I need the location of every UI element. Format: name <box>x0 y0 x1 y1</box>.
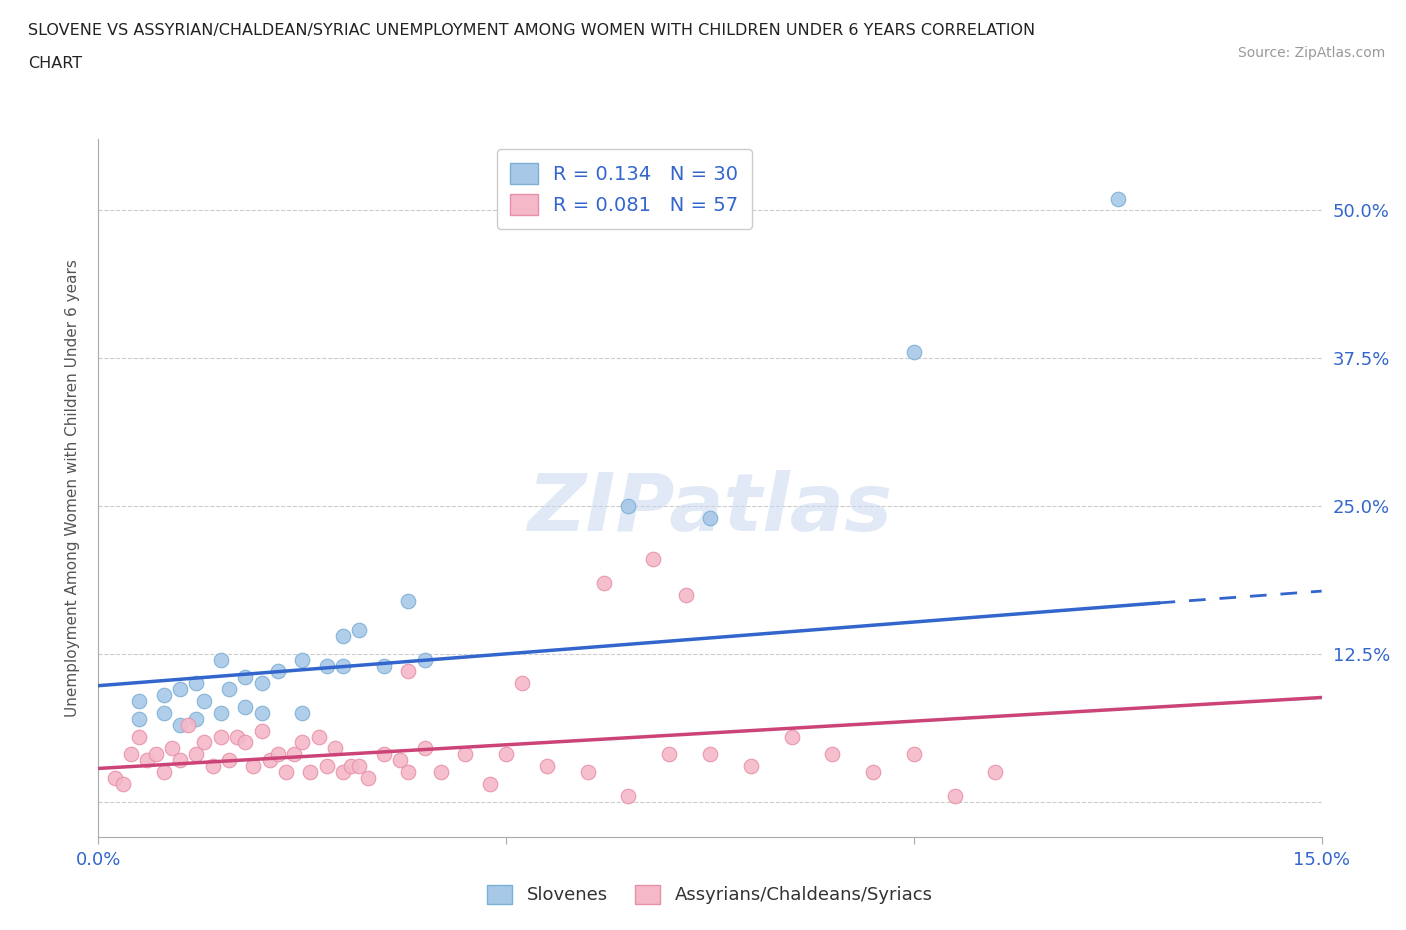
Point <box>536 759 558 774</box>
Point <box>250 706 273 721</box>
Point <box>332 658 354 673</box>
Point <box>576 764 599 779</box>
Point <box>267 664 290 679</box>
Point <box>340 759 363 774</box>
Point <box>186 676 208 691</box>
Point <box>169 682 191 697</box>
Y-axis label: Unemployment Among Women with Children Under 6 years: Unemployment Among Women with Children U… <box>65 259 80 717</box>
Point <box>943 789 966 804</box>
Point <box>349 623 371 638</box>
Point <box>169 717 191 732</box>
Point <box>430 764 453 779</box>
Point <box>373 747 395 762</box>
Point <box>128 694 150 709</box>
Point <box>152 706 174 721</box>
Point <box>250 676 273 691</box>
Point <box>512 676 534 691</box>
Point <box>984 764 1007 779</box>
Point <box>413 741 436 756</box>
Point <box>617 789 640 804</box>
Point <box>209 652 232 667</box>
Point <box>291 706 314 721</box>
Point <box>396 664 419 679</box>
Point <box>233 735 256 750</box>
Point <box>478 777 501 791</box>
Point <box>218 682 240 697</box>
Point <box>396 764 419 779</box>
Point <box>218 752 240 767</box>
Text: Source: ZipAtlas.com: Source: ZipAtlas.com <box>1237 46 1385 60</box>
Point <box>267 747 290 762</box>
Point <box>152 764 174 779</box>
Point <box>128 711 150 726</box>
Point <box>315 658 337 673</box>
Point <box>145 747 167 762</box>
Point <box>675 587 697 602</box>
Point <box>389 752 412 767</box>
Point <box>1107 192 1129 206</box>
Point <box>128 729 150 744</box>
Point <box>641 551 664 566</box>
Point <box>169 752 191 767</box>
Point <box>160 741 183 756</box>
Point <box>193 694 215 709</box>
Point <box>177 717 200 732</box>
Point <box>259 752 281 767</box>
Point <box>186 711 208 726</box>
Point <box>233 699 256 714</box>
Point <box>903 345 925 360</box>
Point <box>413 652 436 667</box>
Point <box>308 729 330 744</box>
Point <box>283 747 305 762</box>
Text: SLOVENE VS ASSYRIAN/CHALDEAN/SYRIAC UNEMPLOYMENT AMONG WOMEN WITH CHILDREN UNDER: SLOVENE VS ASSYRIAN/CHALDEAN/SYRIAC UNEM… <box>28 23 1035 38</box>
Text: CHART: CHART <box>28 56 82 71</box>
Point <box>201 759 224 774</box>
Point <box>617 498 640 513</box>
Point <box>740 759 762 774</box>
Point <box>373 658 395 673</box>
Point <box>593 576 616 591</box>
Point <box>332 629 354 644</box>
Point <box>120 747 142 762</box>
Point <box>111 777 134 791</box>
Point <box>332 764 354 779</box>
Point <box>356 770 378 785</box>
Point <box>209 729 232 744</box>
Point <box>699 747 721 762</box>
Legend: Slovenes, Assyrians/Chaldeans/Syriacs: Slovenes, Assyrians/Chaldeans/Syriacs <box>479 877 941 911</box>
Point <box>291 652 314 667</box>
Point <box>274 764 297 779</box>
Point <box>821 747 844 762</box>
Point <box>323 741 346 756</box>
Point <box>454 747 477 762</box>
Point <box>291 735 314 750</box>
Point <box>903 747 925 762</box>
Point <box>780 729 803 744</box>
Point <box>396 593 419 608</box>
Point <box>186 747 208 762</box>
Point <box>209 706 232 721</box>
Point <box>699 511 721 525</box>
Point <box>233 670 256 684</box>
Text: ZIPatlas: ZIPatlas <box>527 471 893 548</box>
Point <box>193 735 215 750</box>
Point <box>242 759 264 774</box>
Point <box>152 687 174 702</box>
Point <box>658 747 681 762</box>
Point <box>299 764 322 779</box>
Point <box>136 752 159 767</box>
Point <box>104 770 127 785</box>
Point <box>315 759 337 774</box>
Point <box>862 764 884 779</box>
Point <box>495 747 517 762</box>
Point <box>349 759 371 774</box>
Point <box>250 724 273 738</box>
Point <box>226 729 249 744</box>
